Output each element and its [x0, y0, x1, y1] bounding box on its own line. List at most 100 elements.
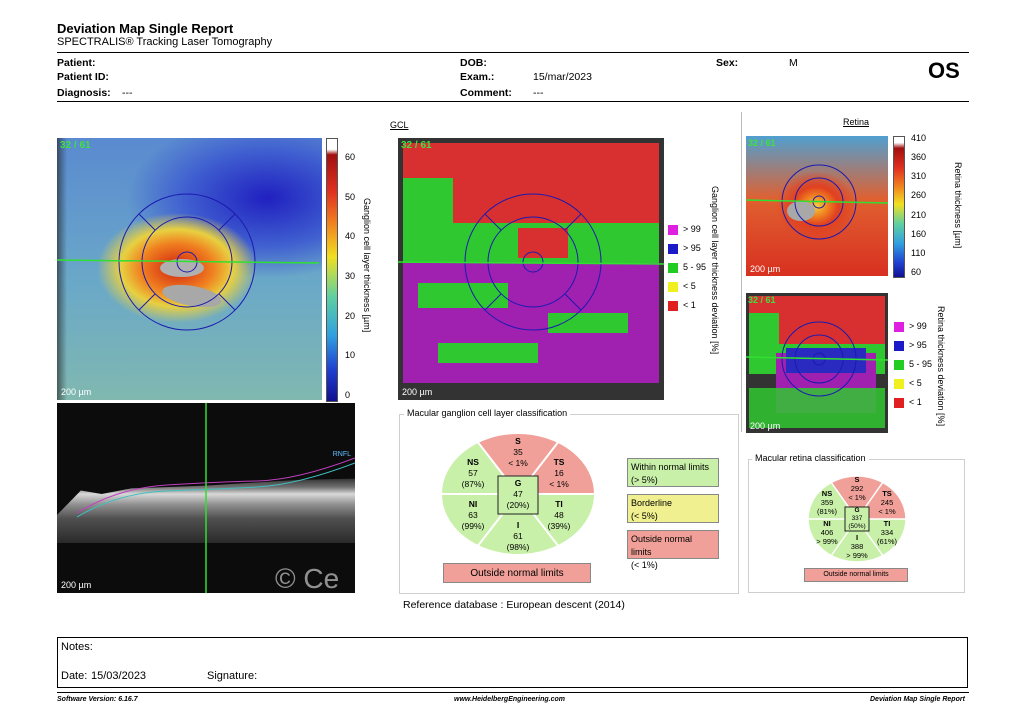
gcl-sector-s: S 35 < 1% — [508, 436, 528, 468]
scale-bar: 200 µm — [402, 387, 433, 397]
retina-legend-label: > 95 — [909, 340, 927, 350]
gcl-legend-swatch — [668, 282, 678, 292]
gcl-deviation-map: 32 / 61 200 µm — [398, 138, 664, 400]
gcl-legend-label: < 5 — [683, 281, 696, 291]
frame-counter: 32 / 61 — [401, 140, 432, 151]
key-outside-normal: Outside normal limits (< 1%) — [627, 530, 719, 570]
gcl-classification-title: Macular ganglion cell layer classificati… — [404, 408, 571, 418]
notes-box[interactable] — [57, 637, 968, 688]
eye-indicator: OS — [928, 58, 960, 83]
retina-section-title: Retina — [843, 117, 870, 127]
retina-sector-ti: TI 334 (61%) — [876, 519, 897, 546]
retina-colorbar-tick: 260 — [911, 190, 927, 201]
reference-database: Reference database : European descent (2… — [403, 599, 625, 611]
gcl-section-title: GCL — [390, 120, 409, 130]
retina-sector-g: G 337 (50%) — [848, 507, 866, 530]
gcl-sector-i: I 61 (98%) — [506, 520, 530, 552]
gcl-legend-label: < 1 — [683, 300, 696, 310]
retina-legend-swatch — [894, 360, 904, 370]
gcl-sector-ti: TI 48 (39%) — [547, 499, 571, 531]
exam-label: Exam.: — [460, 71, 495, 83]
retina-sector-ns: NS 359 (81%) — [816, 489, 837, 516]
scale-bar: 200 µm — [61, 580, 92, 590]
frame-counter: 32 / 61 — [748, 295, 776, 305]
patient-label: Patient: — [57, 57, 96, 69]
frame-counter: 32 / 61 — [60, 140, 91, 151]
gcl-deviation-axis-label: Ganglion cell layer thickness deviation … — [710, 186, 720, 355]
gcl-thickness-map: 32 / 61 200 µm — [57, 138, 322, 400]
retina-colorbar-tick: 360 — [911, 152, 927, 163]
oct-bscan: RNFL © Ce 200 µm — [57, 403, 355, 593]
retina-deviation-map: 32 / 61 200 µm — [746, 293, 888, 433]
gcl-sector-ts: TS 16 < 1% — [549, 457, 569, 489]
scale-bar: 200 µm — [750, 264, 781, 274]
gcl-sector-ns: NS 57 (87%) — [461, 457, 485, 489]
report-title: Deviation Map Single Report — [57, 21, 234, 36]
exam-value: 15/mar/2023 — [533, 71, 592, 83]
retina-result-badge: Outside normal limits — [804, 568, 908, 582]
gcl-legend-swatch — [668, 301, 678, 311]
key-within-normal: Within normal limits (> 5%) — [627, 458, 719, 487]
notes-label: Notes: — [61, 641, 93, 653]
gcl-sector-ni: NI 63 (99%) — [461, 499, 485, 531]
retina-deviation-axis-label: Retina thickness deviation [%] — [936, 306, 946, 427]
diagnosis-value: --- — [122, 87, 133, 99]
retina-legend-label: > 99 — [909, 321, 927, 331]
comment-label: Comment: — [460, 87, 512, 99]
colorbar-label: Ganglion cell layer thickness [µm] — [362, 198, 372, 333]
retina-legend-swatch — [894, 341, 904, 351]
gcl-result-badge: Outside normal limits — [443, 563, 591, 583]
retina-colorbar-tick: 410 — [911, 133, 927, 143]
sex-value: M — [789, 57, 798, 69]
dob-label: DOB: — [460, 57, 487, 69]
retina-legend-swatch — [894, 322, 904, 332]
website: www.HeidelbergEngineering.com — [454, 696, 565, 703]
gcl-sector-g: G 47 (20%) — [506, 478, 530, 510]
report-subtitle: SPECTRALIS® Tracking Laser Tomography — [57, 36, 273, 48]
date-value: 15/03/2023 — [91, 670, 147, 682]
retina-colorbar-tick: 160 — [911, 228, 927, 239]
retina-sector-ni: NI 406 > 99% — [816, 519, 838, 546]
key-borderline: Borderline (< 5%) — [627, 494, 719, 523]
retina-classification-title: Macular retina classification — [752, 453, 869, 463]
software-version: Software Version: 6.16.7 — [57, 696, 138, 703]
retina-colorbar-tick: 110 — [911, 247, 926, 258]
retina-sector-s: S 292 < 1% — [848, 475, 866, 502]
retina-colorbar-tick: 310 — [911, 171, 927, 182]
gcl-legend-swatch — [668, 225, 678, 235]
gcl-legend-label: > 95 — [683, 243, 701, 253]
gcl-legend-label: 5 - 95 — [683, 262, 707, 272]
gcl-colorbar-tick: 30 — [345, 271, 356, 281]
retina-sector-i: I 388 > 99% — [846, 533, 868, 560]
gcl-legend-swatch — [668, 244, 678, 254]
watermark: © Ce — [275, 563, 340, 593]
retina-legend-swatch — [894, 398, 904, 408]
retina-colorbar-tick: 60 — [911, 267, 922, 277]
scale-bar: 200 µm — [750, 421, 781, 431]
retina-sector-ts: TS 245 < 1% — [878, 489, 896, 516]
patient-id-label: Patient ID: — [57, 71, 109, 83]
gcl-colorbar-tick: 20 — [345, 310, 356, 321]
retina-legend-label: < 5 — [909, 378, 922, 388]
retina-sector-chart — [807, 475, 907, 563]
retina-legend-swatch — [894, 379, 904, 389]
scale-bar: 200 µm — [61, 387, 92, 397]
gcl-sector-chart — [440, 432, 596, 556]
gcl-colorbar-tick: 50 — [345, 191, 356, 202]
comment-value: --- — [533, 87, 544, 99]
gcl-colorbar-tick: 40 — [345, 231, 356, 242]
date-label: Date: — [61, 670, 88, 682]
frame-counter: 32 / 61 — [748, 138, 776, 148]
gcl-legend-swatch — [668, 263, 678, 273]
retina-colorbar-label: Retina thickness [µm] — [953, 162, 963, 249]
retina-colorbar-tick: 210 — [911, 209, 927, 220]
gcl-colorbar-tick: 0 — [345, 390, 351, 400]
gcl-legend-label: > 99 — [683, 224, 701, 234]
gcl-thickness-colorbar — [326, 138, 338, 402]
diagnosis-label: Diagnosis: — [57, 87, 111, 99]
gcl-colorbar-tick: 60 — [345, 152, 356, 162]
gcl-colorbar-tick: 10 — [345, 350, 356, 361]
sex-label: Sex: — [716, 57, 739, 69]
signature-label: Signature: — [207, 670, 258, 682]
retina-thickness-colorbar — [893, 136, 905, 278]
